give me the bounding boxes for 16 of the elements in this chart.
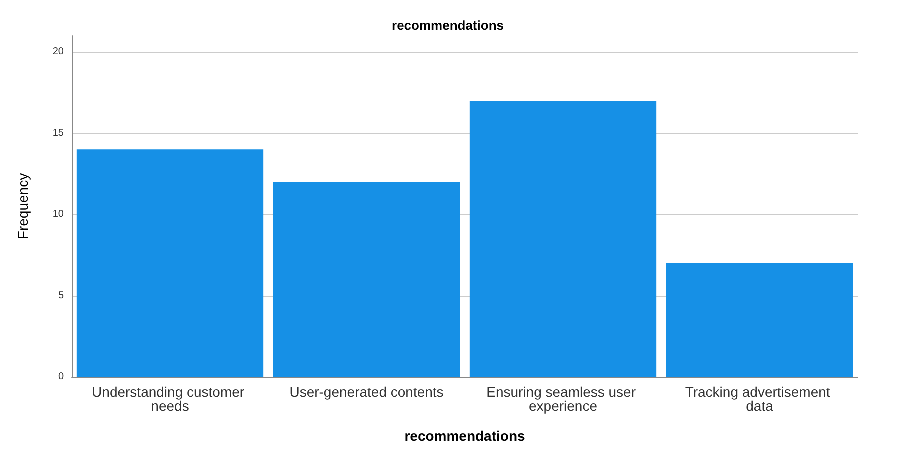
x-tick-label: Tracking advertisement data bbox=[685, 384, 834, 414]
y-axis-title: Frequency bbox=[15, 173, 31, 240]
x-tick-label: Understanding customer needs bbox=[92, 384, 248, 414]
bar bbox=[76, 150, 264, 377]
y-tick-label: 15 bbox=[52, 128, 64, 139]
y-tick-label: 20 bbox=[52, 46, 64, 58]
y-tick-label: 5 bbox=[58, 290, 64, 302]
x-axis-title: recommendations bbox=[404, 428, 526, 444]
bar bbox=[273, 182, 460, 377]
bar bbox=[470, 100, 657, 377]
x-tick-label: Ensuring seamless user experience bbox=[486, 384, 640, 414]
y-tick-label: 0 bbox=[58, 372, 64, 382]
chart-title: recommendations bbox=[392, 18, 504, 33]
x-tick-label: User-generated contents bbox=[290, 384, 444, 400]
bar bbox=[666, 263, 854, 377]
y-tick-label: 10 bbox=[52, 209, 64, 220]
